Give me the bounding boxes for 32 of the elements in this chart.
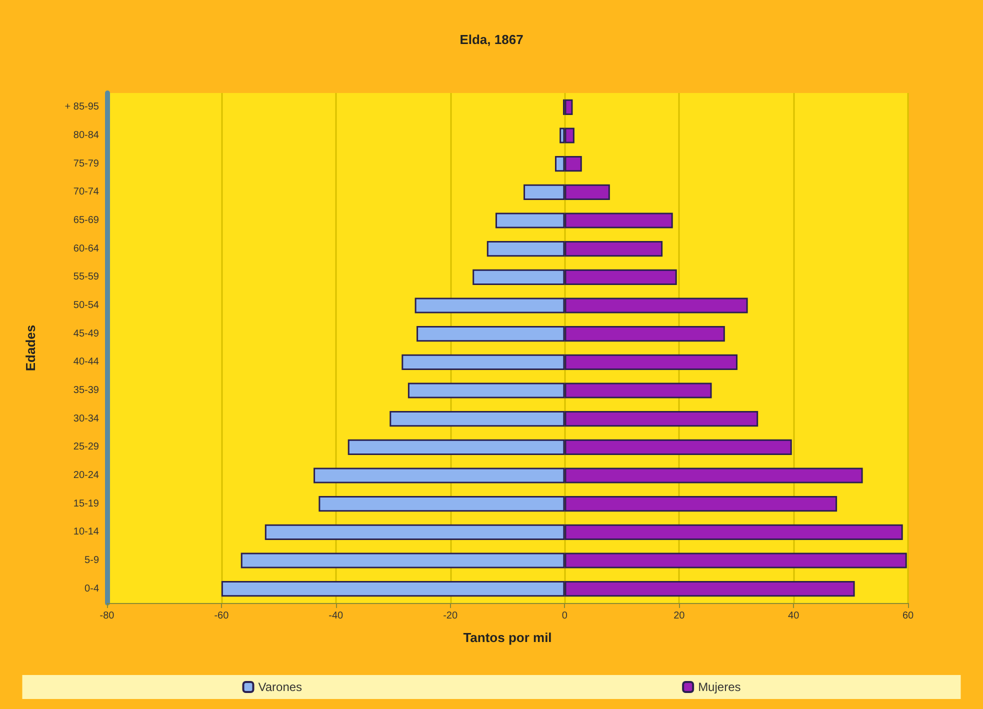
y-tick-label: 5-9: [84, 555, 100, 566]
y-tick-label: 70-74: [73, 186, 100, 198]
y-tick-label: 15-19: [73, 498, 100, 510]
y-tick-label: 40-44: [73, 356, 100, 368]
y-tick-label: 45-49: [73, 328, 100, 340]
x-tick-label: 60: [902, 610, 914, 622]
y-tick-label: 50-54: [73, 300, 100, 311]
legend-label: Mujeres: [698, 680, 741, 694]
y-tick-label: 20-24: [73, 470, 100, 481]
x-tick-label: -20: [443, 610, 458, 622]
y-tick-label: 75-79: [73, 158, 100, 170]
y-tick-label: 60-64: [73, 243, 100, 254]
y-tick-label: 0-4: [84, 583, 100, 594]
y-tick-label: 35-39: [73, 385, 100, 396]
x-axis-title: Tantos por mil: [463, 630, 552, 645]
x-tick-label: 40: [788, 610, 800, 622]
x-tick-label: -40: [328, 610, 344, 622]
y-tick-label: 65-69: [73, 215, 100, 226]
y-axis-title: Edades: [23, 324, 38, 372]
bar: [564, 99, 573, 115]
x-tick-label: 20: [674, 610, 686, 622]
x-tick-label: 0: [562, 610, 568, 622]
x-tick-label: -80: [100, 610, 115, 622]
chart-title: Elda, 1867: [460, 32, 524, 47]
legend-label: Varones: [258, 680, 302, 694]
y-tick-label: 55-59: [73, 272, 100, 283]
y-tick-label: 10-14: [73, 526, 100, 538]
x-tick-label: -60: [214, 610, 230, 622]
y-tick-label: 30-34: [73, 413, 100, 424]
y-tick-label: 80-84: [73, 130, 100, 141]
y-tick-label: + 85-95: [64, 102, 100, 113]
y-tick-label: 25-29: [73, 442, 100, 453]
